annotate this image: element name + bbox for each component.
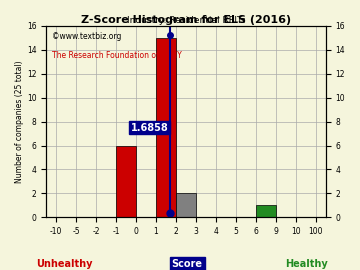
Bar [256,205,276,217]
Text: Healthy: Healthy [285,259,327,269]
Bar [116,146,136,217]
Text: Score: Score [172,259,203,269]
Y-axis label: Number of companies (25 total): Number of companies (25 total) [15,60,24,183]
Text: 1.6858: 1.6858 [131,123,168,133]
Bar [176,193,196,217]
Text: Industry: Residential REITs: Industry: Residential REITs [127,16,245,25]
Text: Unhealthy: Unhealthy [37,259,93,269]
Title: Z-Score Histogram for ELS (2016): Z-Score Histogram for ELS (2016) [81,15,291,25]
Text: The Research Foundation of SUNY: The Research Foundation of SUNY [52,51,181,60]
Bar [156,38,176,217]
Text: ©www.textbiz.org: ©www.textbiz.org [52,32,121,40]
